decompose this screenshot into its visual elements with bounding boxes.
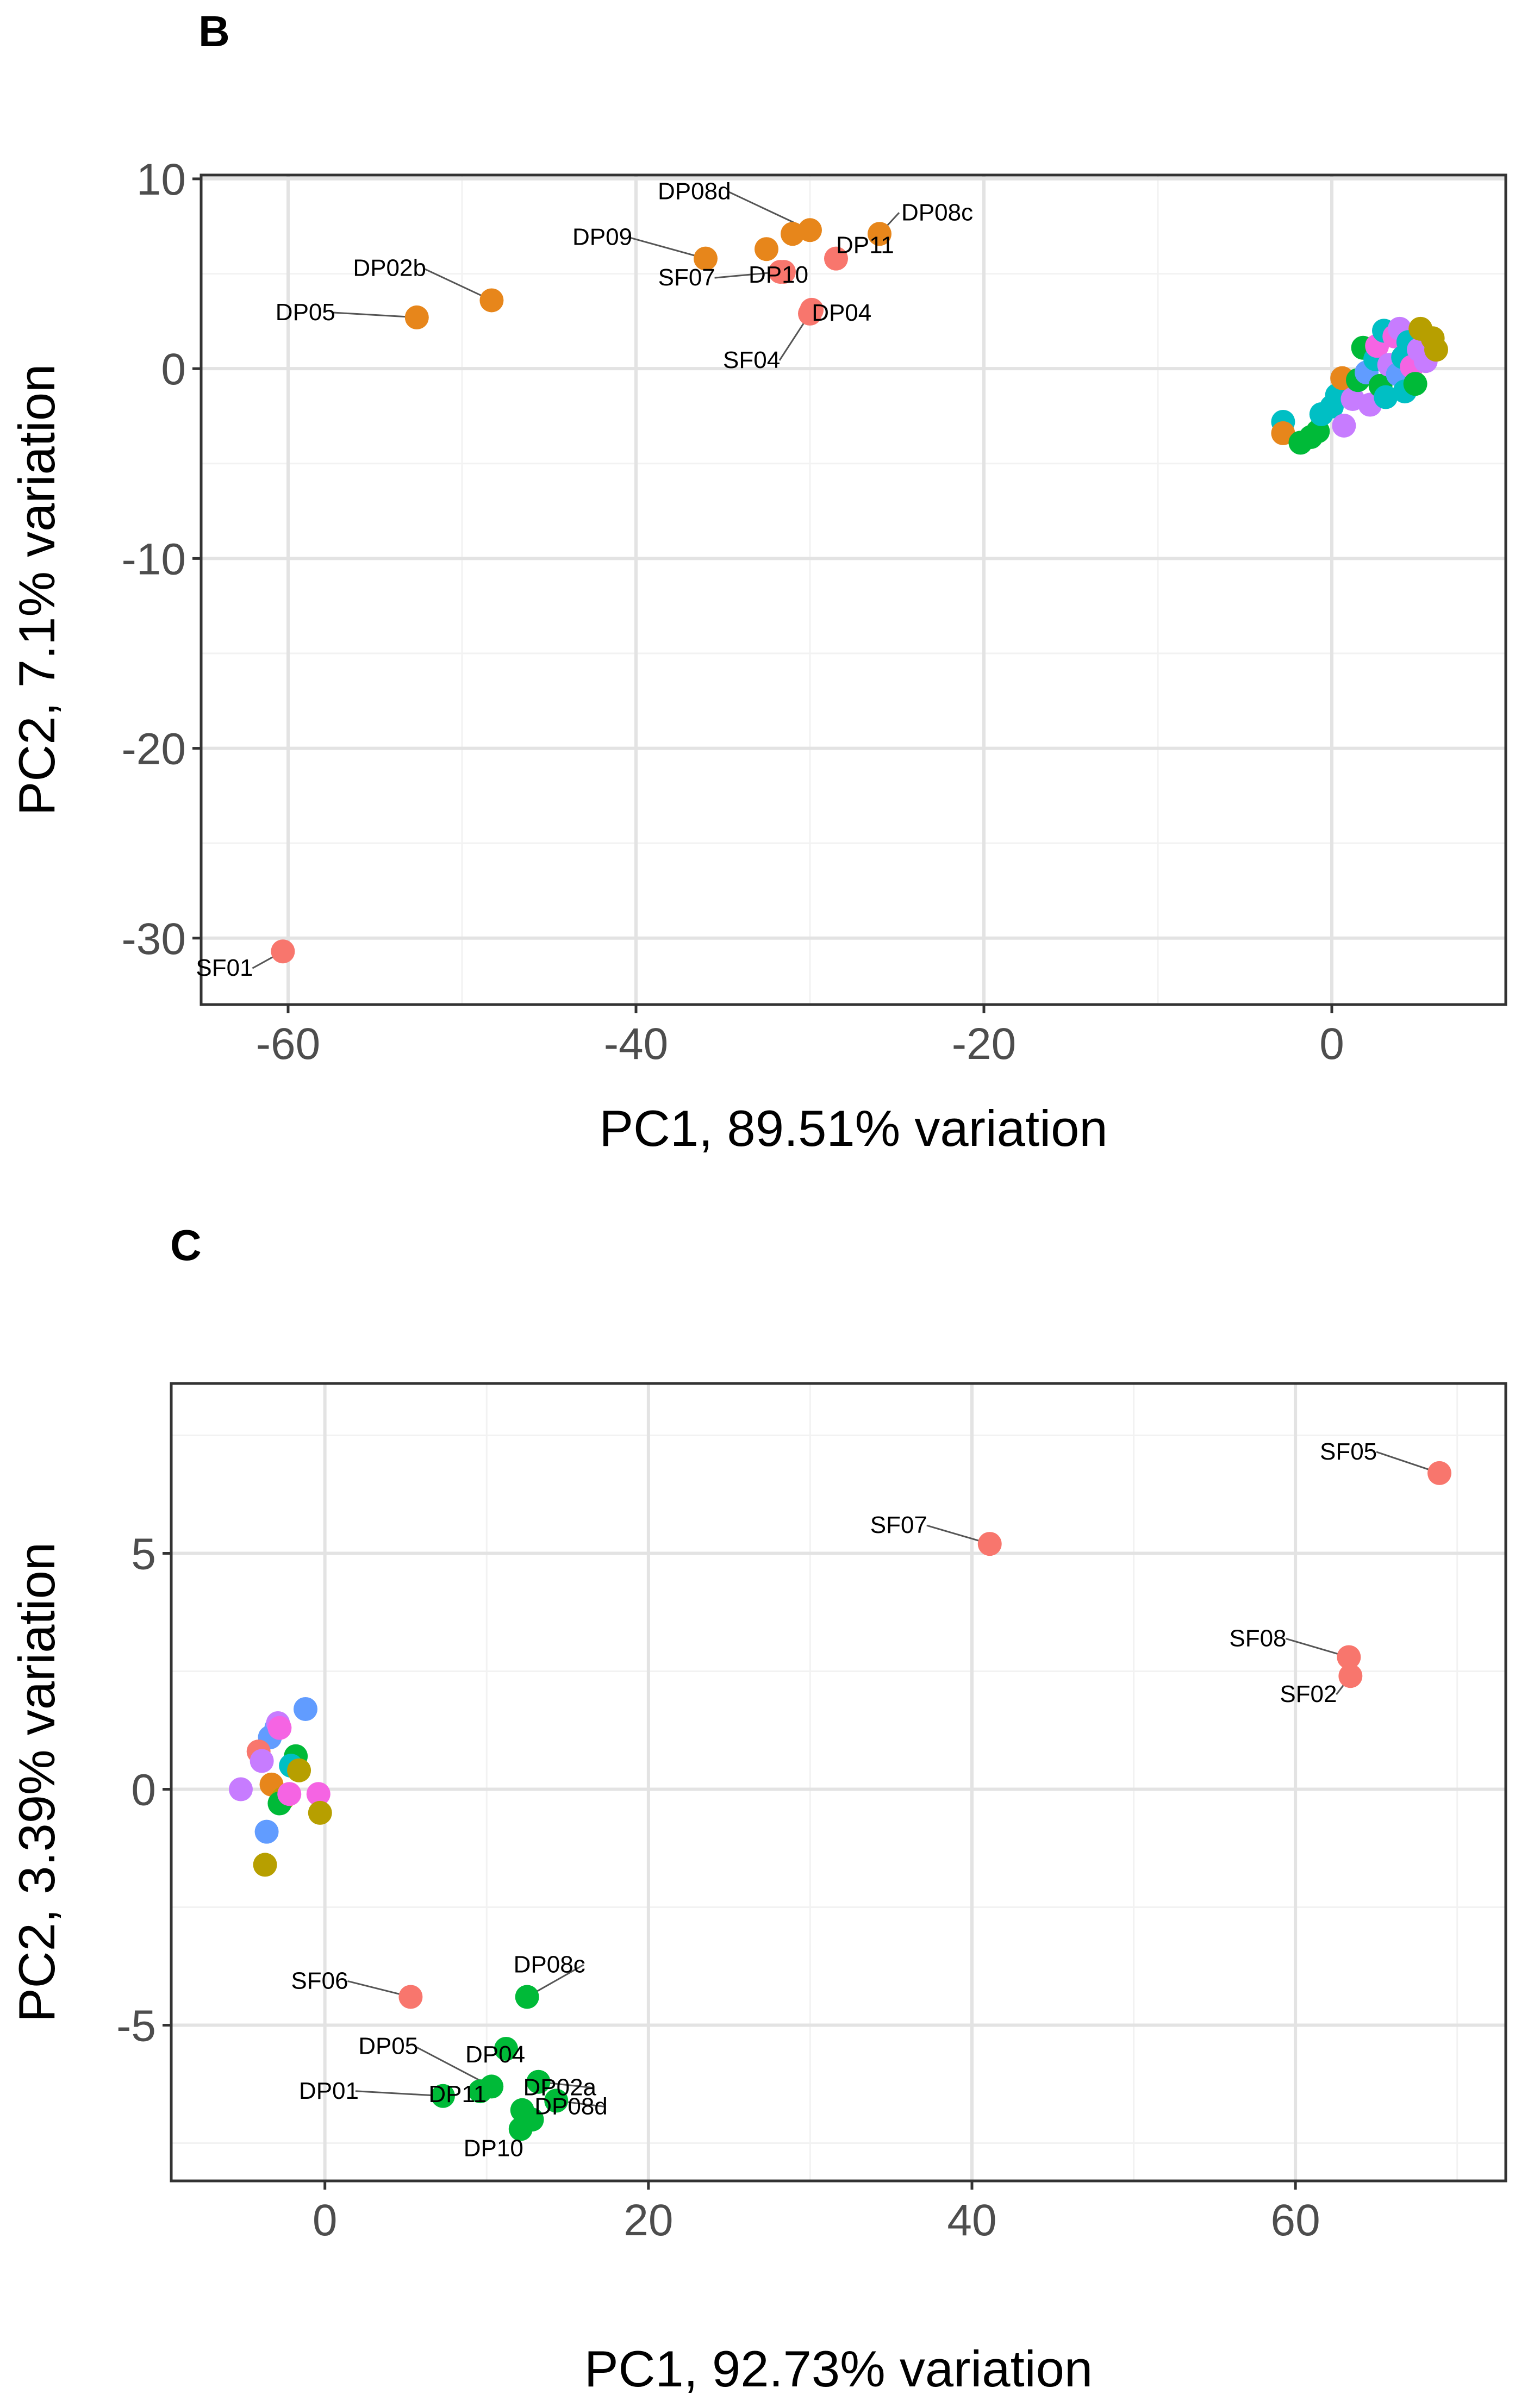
y-tick-label: 10 <box>136 155 186 204</box>
y-axis-title: PC2, 7.1% variation <box>8 364 65 816</box>
point-label: DP09 <box>572 224 632 251</box>
scatter-point <box>287 1758 311 1782</box>
y-axis-title: PC2, 3.39% variation <box>8 1542 65 2022</box>
x-tick-label: 0 <box>1319 1019 1344 1069</box>
scatter-point <box>253 1853 277 1877</box>
panel-letter-c: C <box>170 1221 202 1269</box>
y-tick-label: 5 <box>131 1529 156 1579</box>
point-label: DP05 <box>276 299 335 326</box>
label-leader-line <box>628 236 706 260</box>
x-tick-label: -20 <box>952 1019 1017 1069</box>
x-tick-label: -60 <box>256 1019 321 1069</box>
scatter-point <box>1374 385 1398 409</box>
point-label: DP04 <box>812 300 871 326</box>
y-tick-label: -20 <box>121 725 186 774</box>
scatter-point <box>277 1782 302 1806</box>
panel-letter-b: B <box>198 7 230 55</box>
point-label: SF05 <box>1320 1438 1377 1465</box>
scatter-panel-c: 0 20 40 60 5 0 -5 PC1, 92.73% variation PC2, 3.3… <box>8 1382 1507 2394</box>
scatter-point <box>526 2069 551 2094</box>
y-tick-label: 0 <box>161 345 186 394</box>
scatter-point <box>1337 1645 1361 1669</box>
scatter-point <box>544 2088 569 2113</box>
scatter-point <box>271 939 295 964</box>
point-label: DP08c <box>901 199 973 226</box>
x-tick-label: 40 <box>947 2196 996 2245</box>
scatter-point <box>868 222 891 246</box>
label-leader-line <box>355 2090 444 2097</box>
scatter-point <box>824 246 848 271</box>
scatter-point <box>977 1532 1002 1556</box>
point-label: DP01 <box>299 2078 359 2104</box>
scatter-point <box>293 1697 317 1721</box>
scatter-point <box>520 2108 544 2132</box>
y-tick-label: -5 <box>116 2002 156 2051</box>
label-leader-line <box>422 267 492 301</box>
point-label: SF08 <box>1229 1625 1286 1651</box>
point-label: DP08c <box>514 1951 585 1978</box>
scatter-point <box>254 1819 279 1844</box>
point-label: DP08d <box>534 2093 608 2119</box>
point-label: SF02 <box>1280 1681 1337 1707</box>
point-label: SF07 <box>870 1512 927 1538</box>
x-tick-label: 60 <box>1271 2196 1320 2245</box>
x-tick-label: 0 <box>313 2196 338 2245</box>
point-label: DP08d <box>658 178 731 204</box>
scatter-point <box>308 1800 332 1825</box>
scatter-point <box>1403 372 1427 396</box>
scatter-point <box>781 222 805 246</box>
scatter-point <box>1338 1664 1363 1688</box>
x-axis-title: PC1, 89.51% variation <box>599 1100 1107 1157</box>
scatter-point <box>398 1985 423 2009</box>
scatter-point <box>515 1985 539 2009</box>
y-tick-label: -30 <box>121 914 186 964</box>
y-tick-label: -10 <box>121 534 186 584</box>
scatter-point <box>694 246 718 271</box>
point-label: DP02b <box>353 254 426 281</box>
x-tick-label: 20 <box>624 2196 673 2245</box>
x-axis-title: PC1, 92.73% variation <box>584 2340 1093 2394</box>
point-label: SF01 <box>196 955 253 981</box>
scatter-point <box>1332 413 1356 438</box>
x-tick-label: -40 <box>604 1019 669 1069</box>
scatter-point <box>494 2036 518 2061</box>
y-tick-label: 0 <box>131 1766 156 1815</box>
point-label: SF07 <box>658 264 715 291</box>
point-label: DP10 <box>464 2135 523 2162</box>
scatter-point <box>798 301 822 326</box>
point-label: DP04 <box>465 2041 525 2068</box>
scatter-point <box>479 288 504 313</box>
scatter-point <box>468 2079 492 2104</box>
point-label: SF06 <box>291 1967 348 1994</box>
scatter-point <box>431 2084 455 2108</box>
point-label: DP02a <box>523 2074 596 2101</box>
point-label: DP11 <box>428 2081 487 2108</box>
plot-border <box>170 1382 1507 2183</box>
scatter-point <box>228 1777 253 1801</box>
plot-border <box>199 173 1507 1006</box>
scatter-point <box>1424 338 1448 362</box>
scatter-point <box>250 1749 274 1773</box>
scatter-point <box>267 1716 292 1740</box>
scatter-point <box>755 237 778 261</box>
label-leader-line <box>332 311 417 319</box>
point-label: DP05 <box>358 2033 418 2059</box>
scatter-panel-b: -60 -40 -20 0 10 0 -10 -20 -30 PC1, 89.51% variat… <box>8 155 1507 1157</box>
point-label: SF04 <box>723 347 780 373</box>
point-label: DP10 <box>749 261 808 288</box>
scatter-point <box>1427 1461 1451 1485</box>
point-label: DP11 <box>836 232 894 259</box>
scatter-point <box>306 1782 331 1806</box>
scatter-point <box>404 305 429 329</box>
scatter-point <box>768 260 793 284</box>
